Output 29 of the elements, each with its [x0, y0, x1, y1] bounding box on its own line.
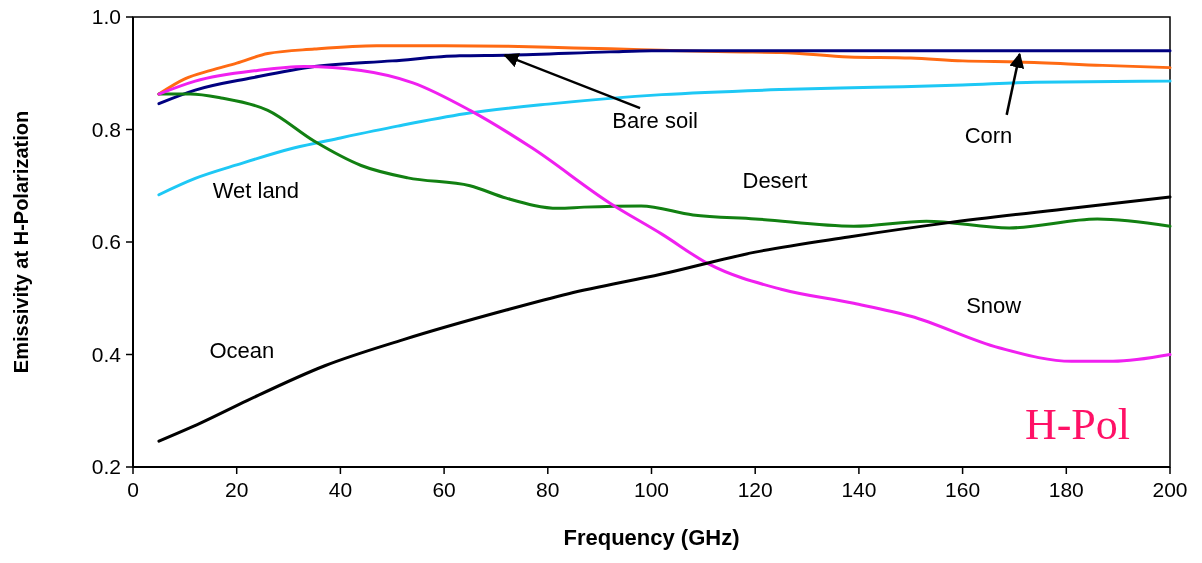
- line-series: [157, 79, 1172, 197]
- x-tick-label: 80: [536, 478, 560, 501]
- x-tick-label: 140: [841, 478, 877, 501]
- x-tick-label: 100: [633, 478, 670, 501]
- x-tick-label: 20: [225, 478, 249, 501]
- y-tick-label: 0.4: [91, 342, 122, 366]
- y-tick-label: 1.0: [91, 5, 121, 29]
- series-label: Snow: [966, 292, 1022, 318]
- series-label: Desert: [742, 167, 808, 193]
- x-tick-label: 40: [328, 478, 353, 501]
- line-series: [157, 65, 1172, 363]
- y-tick-label: 0.2: [91, 455, 121, 479]
- y-tick-label: 0.8: [91, 117, 121, 141]
- line-series: [157, 92, 1172, 230]
- x-tick-label: 200: [1152, 478, 1188, 501]
- series-label: Wet land: [212, 177, 300, 203]
- line-series: [157, 49, 1172, 106]
- x-tick-label: 60: [432, 478, 456, 501]
- text: Bare soil: [612, 107, 698, 133]
- x-tick-label: 180: [1048, 478, 1084, 501]
- y-axis-title: Emissivity at H-Polarization: [10, 110, 32, 374]
- y-tick-label: 0.6: [91, 230, 121, 254]
- series-label: Ocean: [209, 337, 275, 363]
- x-tick-label: 120: [737, 478, 773, 501]
- x-tick-label: 160: [945, 478, 981, 501]
- annotation: H-Pol: [1024, 400, 1130, 449]
- x-axis-title: Frequency (GHz): [563, 525, 740, 550]
- text: Corn: [964, 122, 1013, 148]
- x-tick-label: 0: [127, 478, 139, 501]
